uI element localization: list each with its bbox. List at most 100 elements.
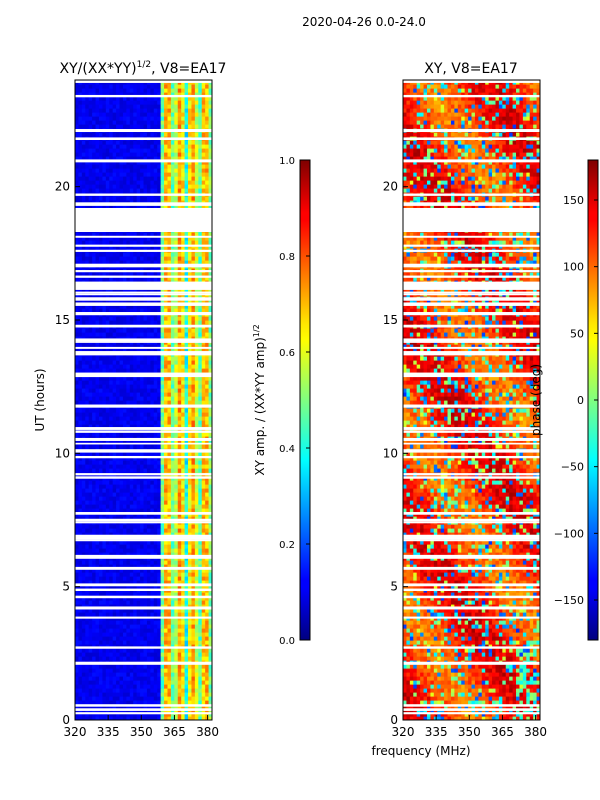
heatmap-cell — [81, 640, 86, 645]
heatmap-cell — [105, 524, 110, 529]
heatmap-cell — [122, 260, 127, 265]
heatmap-cell — [126, 500, 131, 505]
heatmap-cell — [78, 508, 83, 513]
heatmap-cell — [140, 580, 145, 585]
heatmap-cell — [133, 256, 138, 261]
heatmap-cell — [112, 620, 117, 625]
heatmap-cell — [75, 604, 80, 609]
heatmap-cell — [153, 528, 158, 533]
heatmap-cell — [201, 452, 206, 457]
heatmap-cell — [170, 636, 175, 641]
heatmap-cell — [188, 500, 193, 505]
heatmap-cell — [167, 456, 172, 461]
heatmap-cell — [105, 468, 110, 473]
heatmap-cell — [126, 456, 131, 461]
heatmap-cell — [88, 672, 93, 677]
heatmap-cell — [198, 524, 203, 529]
heatmap-cell — [174, 572, 179, 577]
heatmap-cell — [157, 232, 162, 237]
heatmap-cell — [164, 612, 169, 617]
heatmap-cell — [116, 564, 121, 569]
heatmap-cell — [95, 560, 100, 565]
heatmap-cell — [98, 400, 103, 405]
heatmap-cell — [112, 596, 117, 601]
heatmap-cell — [184, 432, 189, 437]
heatmap-cell — [198, 424, 203, 429]
heatmap-cell — [98, 664, 103, 669]
heatmap-cell — [164, 632, 169, 637]
heatmap-cell — [153, 316, 158, 321]
heatmap-cell — [109, 432, 114, 437]
heatmap-cell — [146, 348, 151, 353]
heatmap-cell — [133, 288, 138, 293]
heatmap-cell — [160, 596, 165, 601]
heatmap-cell — [181, 700, 186, 705]
heatmap-cell — [126, 304, 131, 309]
heatmap-cell — [133, 428, 138, 433]
heatmap-cell — [109, 540, 114, 545]
heatmap-cell — [102, 620, 107, 625]
heatmap-cell — [194, 432, 199, 437]
heatmap-cell — [205, 600, 210, 605]
heatmap-cell — [205, 640, 210, 645]
heatmap-cell — [81, 612, 86, 617]
heatmap-cell — [95, 320, 100, 325]
heatmap-cell — [164, 676, 169, 681]
heatmap-cell — [208, 700, 212, 705]
heatmap-cell — [75, 624, 80, 629]
heatmap-cell — [129, 400, 134, 405]
heatmap-cell — [198, 260, 203, 265]
heatmap-cell — [191, 384, 196, 389]
heatmap-cell — [150, 528, 155, 533]
heatmap-cell — [81, 528, 86, 533]
heatmap-cell — [194, 400, 199, 405]
heatmap-cell — [153, 276, 158, 281]
heatmap-cell — [167, 496, 172, 501]
heatmap-cell — [119, 592, 124, 597]
heatmap-cell — [194, 628, 199, 633]
heatmap-cell — [109, 496, 114, 501]
heatmap-cell — [201, 484, 206, 489]
heatmap-cell — [205, 332, 210, 337]
heatmap-cell — [201, 288, 206, 293]
heatmap-cell — [78, 540, 83, 545]
heatmap-cell — [181, 456, 186, 461]
heatmap-cell — [153, 676, 158, 681]
heatmap-cell — [78, 304, 83, 309]
heatmap-cell — [191, 408, 196, 413]
heatmap-cell — [78, 516, 83, 521]
heatmap-cell — [95, 468, 100, 473]
heatmap-cell — [105, 480, 110, 485]
heatmap-cell — [98, 672, 103, 677]
heatmap-cell — [188, 332, 193, 337]
heatmap-cell — [191, 640, 196, 645]
heatmap-cell — [95, 648, 100, 653]
heatmap-cell — [119, 444, 124, 449]
heatmap-cell — [205, 336, 210, 341]
heatmap-cell — [167, 608, 172, 613]
heatmap-cell — [140, 440, 145, 445]
heatmap-cell — [129, 532, 134, 537]
heatmap-cell — [126, 580, 131, 585]
heatmap-cell — [150, 584, 155, 589]
heatmap-cell — [143, 604, 148, 609]
heatmap-cell — [140, 236, 145, 241]
heatmap-cell — [102, 528, 107, 533]
heatmap-cell — [98, 652, 103, 657]
heatmap-cell — [95, 412, 100, 417]
heatmap-cell — [143, 652, 148, 657]
heatmap-cell — [177, 608, 182, 613]
heatmap-cell — [198, 572, 203, 577]
heatmap-cell — [81, 364, 86, 369]
heatmap-cell — [122, 272, 127, 277]
heatmap-cell — [85, 288, 90, 293]
heatmap-cell — [75, 620, 80, 625]
heatmap-cell — [98, 508, 103, 513]
heatmap-cell — [146, 328, 151, 333]
heatmap-cell — [164, 680, 169, 685]
heatmap-cell — [112, 368, 117, 373]
heatmap-cell — [98, 272, 103, 277]
heatmap-cell — [167, 500, 172, 505]
heatmap-cell — [102, 316, 107, 321]
heatmap-cell — [92, 336, 97, 341]
